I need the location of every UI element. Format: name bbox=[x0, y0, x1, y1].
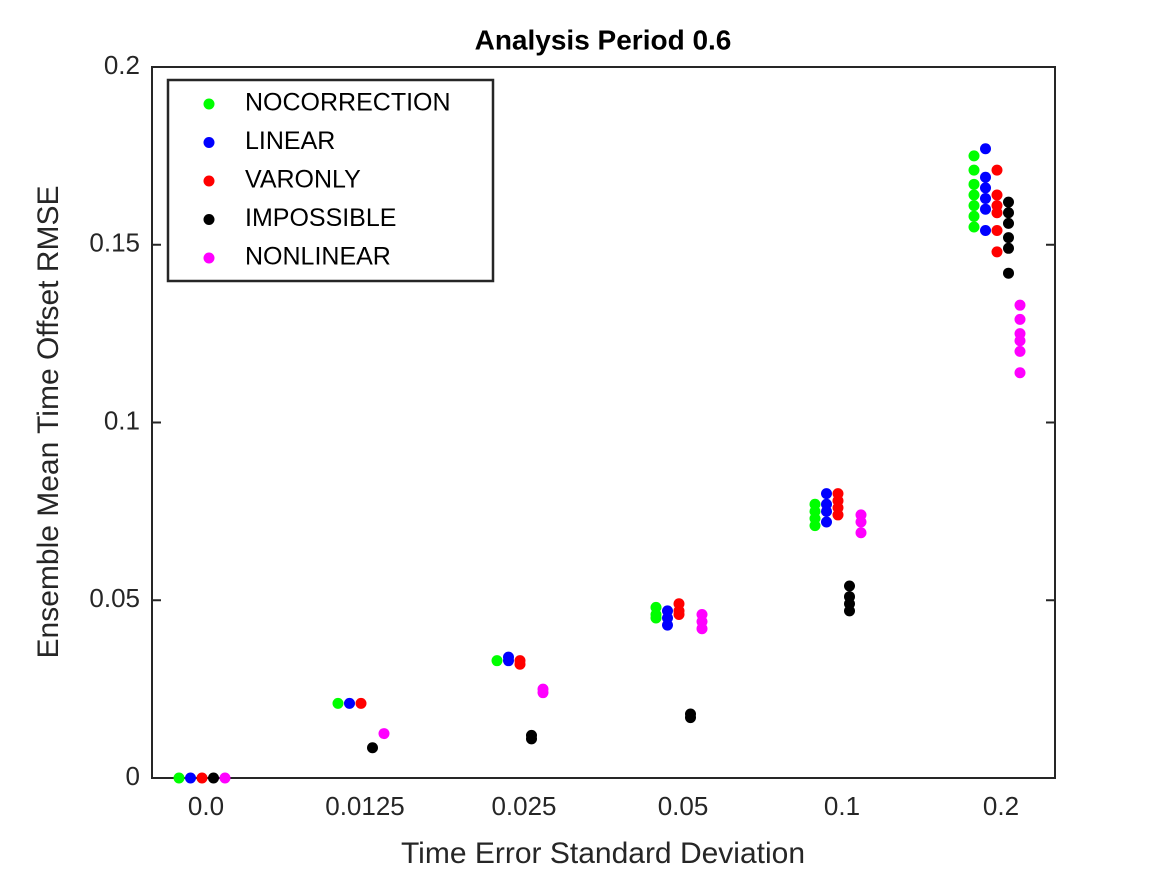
legend-marker bbox=[203, 214, 215, 225]
point bbox=[662, 619, 673, 631]
point bbox=[968, 221, 980, 233]
point bbox=[821, 488, 832, 500]
point bbox=[991, 164, 1003, 176]
point bbox=[968, 210, 980, 222]
point bbox=[1014, 299, 1026, 311]
point bbox=[991, 246, 1003, 258]
legend-marker bbox=[203, 252, 215, 264]
legend-box bbox=[166, 78, 495, 283]
point bbox=[809, 520, 821, 532]
chart-title: Analysis Period 0.6 bbox=[475, 24, 732, 55]
point bbox=[980, 193, 991, 205]
legend-label: NONLINEAR bbox=[245, 243, 391, 271]
legend-marker bbox=[203, 137, 215, 148]
point bbox=[1003, 217, 1014, 229]
point bbox=[514, 658, 526, 670]
x-tick-label: 0.2 bbox=[983, 791, 1019, 821]
x-tick-label: 0.0125 bbox=[325, 791, 405, 821]
point bbox=[968, 164, 980, 176]
point bbox=[980, 143, 991, 155]
point bbox=[685, 712, 696, 724]
point bbox=[344, 697, 355, 709]
y-tick-label: 0.05 bbox=[89, 583, 140, 613]
point bbox=[844, 605, 855, 617]
point bbox=[968, 178, 980, 190]
point bbox=[991, 225, 1003, 237]
legend-label: VARONLY bbox=[245, 166, 361, 194]
x-axis-label: Time Error Standard Deviation bbox=[401, 837, 805, 870]
point bbox=[1003, 232, 1014, 244]
point bbox=[1014, 367, 1026, 379]
point bbox=[821, 516, 832, 528]
point bbox=[196, 772, 208, 784]
point bbox=[1014, 313, 1026, 325]
point bbox=[821, 505, 832, 517]
x-tick-label: 0.05 bbox=[658, 791, 709, 821]
point bbox=[378, 728, 390, 740]
point bbox=[968, 200, 980, 212]
point bbox=[991, 189, 1003, 201]
point bbox=[526, 729, 537, 741]
point bbox=[503, 655, 514, 667]
legend-label: IMPOSSIBLE bbox=[245, 204, 396, 232]
point bbox=[491, 655, 503, 667]
point bbox=[855, 527, 867, 539]
point bbox=[367, 742, 378, 754]
point bbox=[844, 580, 855, 592]
y-tick-label: 0 bbox=[126, 761, 140, 791]
point bbox=[219, 772, 231, 784]
point bbox=[968, 150, 980, 162]
point bbox=[650, 612, 662, 624]
point bbox=[1003, 267, 1014, 279]
point bbox=[173, 772, 185, 784]
point bbox=[696, 623, 708, 635]
point bbox=[355, 697, 367, 709]
legend-label: NOCORRECTION bbox=[245, 89, 451, 117]
point bbox=[185, 772, 196, 784]
point bbox=[1003, 196, 1014, 208]
y-tick-label: 0.15 bbox=[89, 228, 140, 258]
point bbox=[1014, 345, 1026, 357]
legend-label: LINEAR bbox=[245, 127, 335, 155]
point bbox=[332, 697, 344, 709]
x-tick-label: 0.0 bbox=[188, 791, 224, 821]
y-tick-label: 0.2 bbox=[104, 50, 140, 80]
point bbox=[855, 516, 867, 528]
point bbox=[991, 207, 1003, 219]
point bbox=[980, 225, 991, 237]
legend-marker bbox=[203, 175, 215, 187]
x-tick-label: 0.1 bbox=[824, 791, 860, 821]
y-axis-label: Ensemble Mean Time Offset RMSE bbox=[32, 186, 65, 659]
point bbox=[832, 509, 844, 521]
x-tick-label: 0.025 bbox=[491, 791, 556, 821]
point bbox=[1003, 242, 1014, 254]
point bbox=[537, 687, 549, 699]
point bbox=[1003, 207, 1014, 219]
point bbox=[1014, 335, 1026, 347]
point bbox=[980, 171, 991, 183]
point bbox=[673, 608, 685, 620]
point bbox=[980, 203, 991, 215]
y-tick-label: 0.1 bbox=[104, 405, 140, 435]
point bbox=[968, 189, 980, 201]
legend-marker bbox=[203, 98, 215, 110]
point bbox=[208, 772, 219, 784]
point bbox=[980, 182, 991, 194]
